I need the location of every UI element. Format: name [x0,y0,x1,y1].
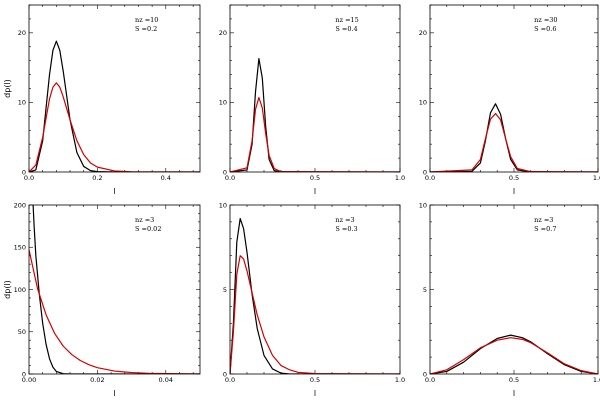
y-tick-label: 10 [219,99,227,107]
parameter-annotation: S =0.6 [534,25,556,33]
chart-panel-5: 0.0 0.5 1.0 0 5 10 l nz =3S =0.3 [219,201,405,398]
y-tick-label: 10 [219,201,227,209]
y-tick-label: 5 [423,286,427,294]
y-tick-label: 0 [22,370,26,378]
x-axis-label: l [314,389,316,398]
black-curve [32,205,200,374]
red-curve [29,249,200,374]
x-tick-label: 0.0 [24,174,34,182]
y-axis-label: dp(l) [3,79,12,98]
y-tick-label: 0 [223,168,227,176]
y-tick-label: 10 [18,99,26,107]
parameter-annotation: nz =30 [534,16,557,24]
chart-panel-2: 0.0 0.5 1.0 0 10 20 l nz =15S =0.4 [219,4,405,196]
x-tick-label: 1.0 [593,174,600,182]
red-curve [430,337,598,374]
parameter-annotation: S =0.2 [135,25,157,33]
y-tick-label: 0 [223,370,227,378]
parameter-annotation: S =0.7 [534,225,556,233]
black-curve [230,57,400,172]
x-tick-label: 1.0 [395,174,405,182]
y-axis-label: dp(l) [3,280,12,299]
parameter-annotation: S =0.3 [335,225,357,233]
y-tick-label: 20 [219,29,227,37]
chart-panel-6: 0.0 0.5 1.0 0 5 10 l nz =3S =0.7 [419,201,600,398]
y-tick-label: 10 [419,99,427,107]
y-tick-label: 100 [14,286,26,294]
y-tick-label: 10 [419,201,427,209]
x-tick-label: 0.02 [90,376,104,384]
x-tick-label: 0.4 [161,174,171,182]
parameter-annotation: S =0.02 [135,225,161,233]
black-curve [230,217,400,374]
parameter-annotation: nz =3 [135,216,154,224]
x-tick-label: 0.00 [22,376,36,384]
chart-panel-1: 0.0 0.2 0.4 0 10 20 l dp(l) nz =10S =0.2 [3,4,201,196]
y-tick-label: 0 [423,168,427,176]
red-curve [430,112,598,172]
x-tick-label: 0.5 [310,376,320,384]
red-curve [230,255,400,374]
y-tick-label: 5 [223,286,227,294]
x-tick-label: 0.0 [425,174,435,182]
x-tick-label: 0.0 [425,376,435,384]
black-curve [430,334,598,374]
y-tick-label: 150 [14,244,26,252]
x-tick-label: 0.0 [225,174,235,182]
y-tick-label: 20 [419,29,427,37]
plot-frame [229,204,401,375]
x-tick-label: 1.0 [395,376,405,384]
parameter-annotation: nz =3 [534,216,553,224]
parameter-annotation: nz =3 [335,216,354,224]
x-axis-label: l [314,187,316,196]
y-tick-label: 50 [18,328,26,336]
x-axis-label: l [513,389,515,398]
black-curve [29,40,200,172]
parameter-annotation: nz =10 [135,16,158,24]
parameter-annotation: nz =15 [335,16,358,24]
y-tick-label: 200 [14,201,26,209]
y-tick-label: 20 [18,29,26,37]
plot-frame [28,4,201,173]
x-axis-label: l [113,187,115,196]
x-tick-label: 0.5 [509,174,519,182]
black-curve [430,103,598,172]
parameter-annotation: S =0.4 [335,25,357,33]
plot-frame [229,4,401,173]
x-tick-label: 0.0 [225,376,235,384]
red-curve [230,96,400,172]
red-curve [29,82,200,172]
y-tick-label: 0 [22,168,26,176]
plot-frame [429,4,599,173]
plot-frame [429,204,599,375]
plot-frame [28,204,201,375]
x-tick-label: 0.5 [310,174,320,182]
chart-panel-3: 0.0 0.5 1.0 0 10 20 l nz =30S =0.6 [419,4,600,196]
x-tick-label: 0.2 [92,174,102,182]
x-tick-label: 1.0 [593,376,600,384]
x-axis-label: l [113,389,115,398]
x-tick-label: 0.5 [509,376,519,384]
y-tick-label: 0 [423,370,427,378]
chart-panel-4: 0.00 0.02 0.04 0 50 100 150 200 l dp(l) nz =3S =0.… [3,201,201,398]
x-tick-label: 0.04 [159,376,173,384]
x-axis-label: l [513,187,515,196]
